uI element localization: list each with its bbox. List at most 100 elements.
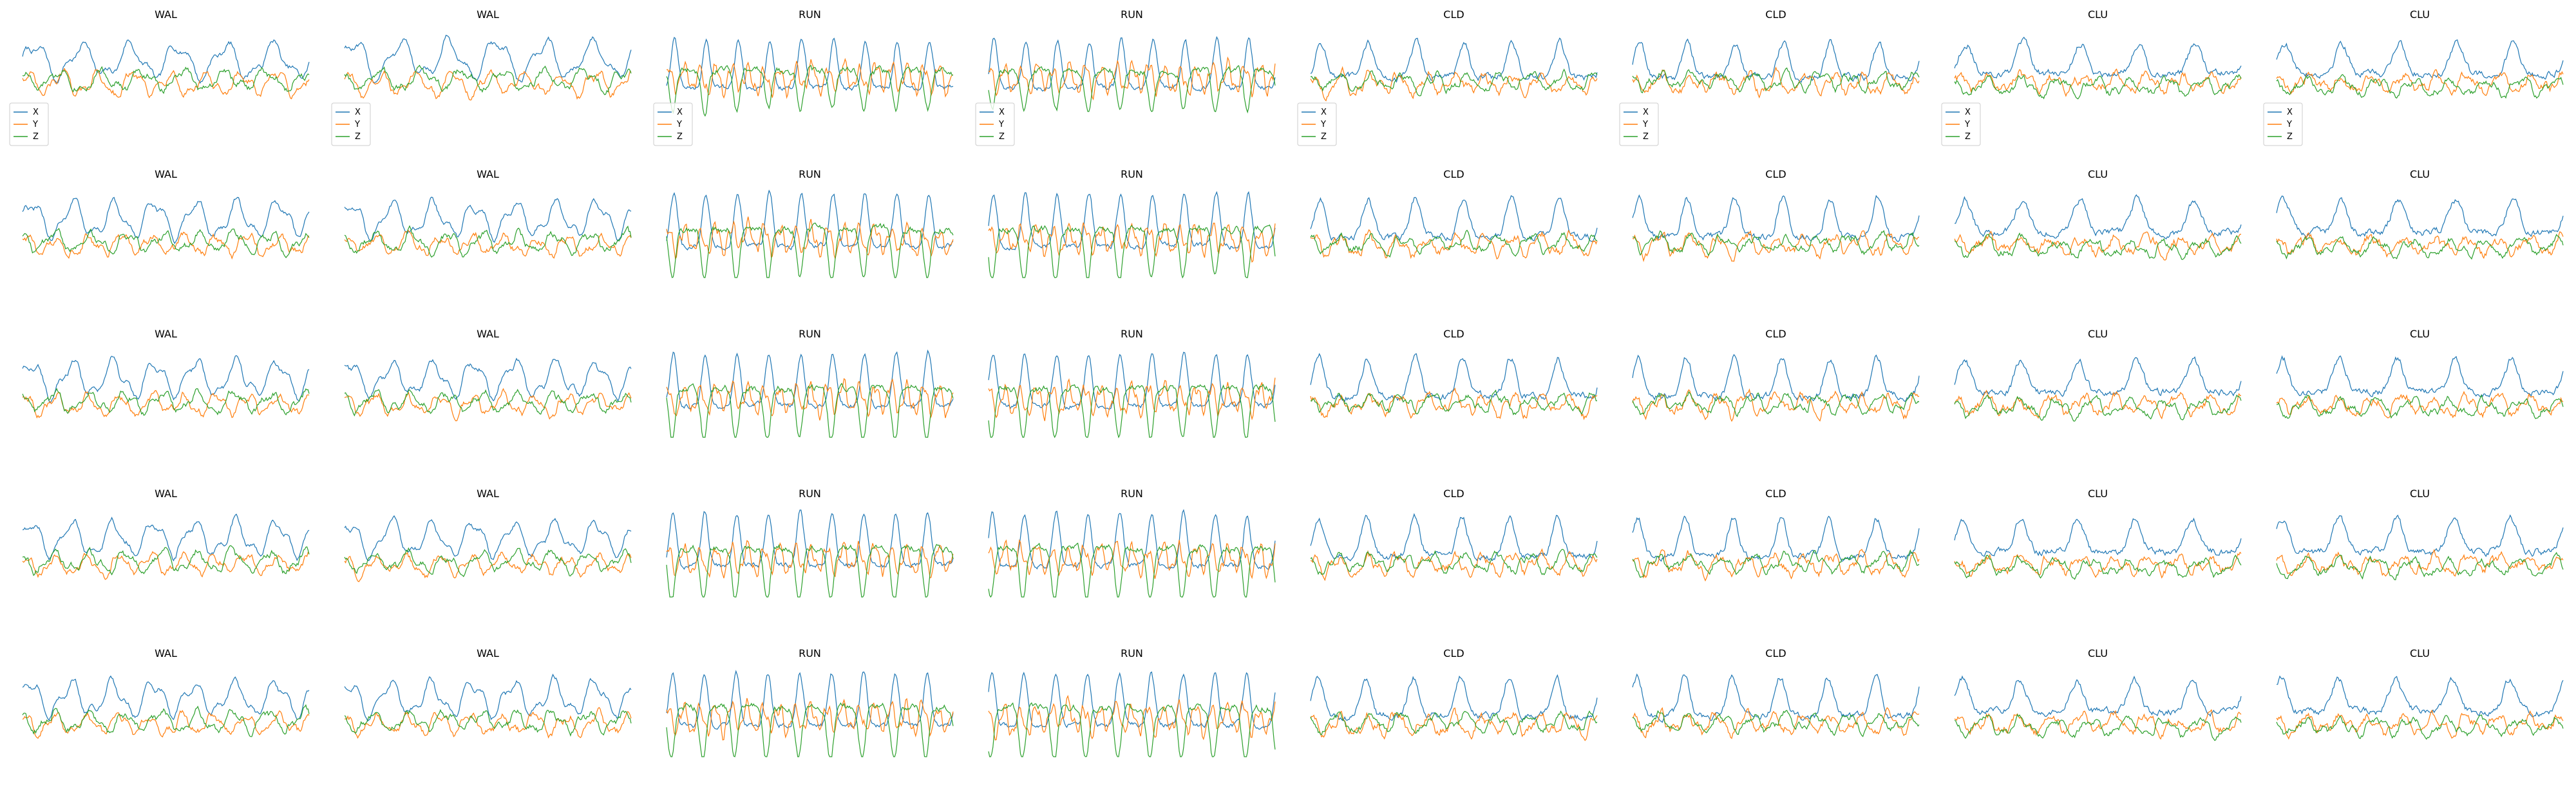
- legend-box: [1941, 102, 1981, 146]
- series-line-y: [344, 706, 632, 739]
- panel-0-6: CLU XYZ: [1941, 8, 2242, 146]
- panel-title: RUN: [1121, 328, 1143, 340]
- series-line-x: [1955, 194, 2242, 240]
- series-line-x: [1310, 194, 1598, 243]
- series-line-y: [1310, 548, 1598, 582]
- series-line-x: [22, 513, 310, 562]
- legend: XYZ: [331, 102, 371, 146]
- series-line-x: [2276, 195, 2564, 238]
- series-line-z: [988, 224, 1276, 279]
- series-line-y: [988, 56, 1276, 101]
- panel-1-5: CLD: [1632, 168, 1920, 263]
- legend-box: [1619, 102, 1659, 146]
- legend-label-x: X: [355, 108, 361, 117]
- series-line-x: [988, 671, 1276, 730]
- series-line-z: [666, 702, 954, 757]
- series-line-z: [1954, 714, 2242, 741]
- legend-label-y: Y: [1964, 120, 1970, 129]
- series-line-z: [666, 222, 954, 278]
- series-line-x: [666, 349, 954, 410]
- panel-title: WAL: [477, 168, 499, 180]
- series-line-z: [1310, 68, 1598, 97]
- series-line-y: [988, 377, 1276, 421]
- series-line-z: [22, 388, 310, 416]
- panel-0-4: CLD XYZ: [1297, 8, 1598, 146]
- series-line-z: [1954, 232, 2242, 260]
- series-line-z: [1310, 229, 1598, 258]
- series-line-z: [666, 544, 954, 598]
- series-line-z: [2276, 394, 2564, 419]
- series-line-y: [22, 710, 310, 739]
- series-line-z: [22, 66, 310, 95]
- panel-3-4: CLD: [1310, 488, 1598, 582]
- panel-title: RUN: [1121, 8, 1143, 21]
- series-line-y: [22, 68, 310, 100]
- series-line-y: [988, 539, 1276, 580]
- series-line-x: [1310, 513, 1598, 562]
- panel-title: CLD: [1443, 328, 1464, 340]
- legend: XYZ: [653, 102, 693, 146]
- series-line-x: [2276, 514, 2564, 558]
- series-line-x: [1954, 675, 2242, 717]
- legend-label-z: Z: [677, 132, 683, 142]
- series-line-z: [988, 542, 1276, 598]
- legend-label-z: Z: [1321, 132, 1327, 142]
- series-line-x: [1310, 674, 1598, 721]
- series-line-z: [2276, 234, 2564, 260]
- panel-2-1: WAL: [344, 328, 632, 422]
- panel-2-5: CLD: [1632, 328, 1920, 422]
- legend: XYZ: [2263, 102, 2303, 146]
- series-line-z: [2276, 714, 2564, 740]
- panel-title: CLD: [1765, 168, 1786, 180]
- panel-title: WAL: [155, 647, 177, 659]
- legend-label-x: X: [677, 108, 683, 117]
- legend-box: [975, 102, 1015, 146]
- panel-title: CLD: [1765, 647, 1786, 659]
- series-line-z: [1632, 549, 1920, 578]
- legend: XYZ: [1297, 102, 1337, 146]
- series-line-z: [22, 227, 310, 258]
- panel-title: CLD: [1765, 328, 1786, 340]
- series-line-y: [1632, 66, 1920, 99]
- legend-box: [653, 102, 693, 146]
- panel-title: WAL: [155, 8, 177, 21]
- panel-2-6: CLU: [1954, 328, 2242, 422]
- panel-title: CLD: [1765, 488, 1786, 500]
- panel-2-3: RUN: [988, 328, 1276, 439]
- legend-label-y: Y: [676, 120, 682, 129]
- panel-title: CLU: [2410, 488, 2430, 500]
- series-line-x: [344, 674, 632, 722]
- panel-1-6: CLU: [1954, 168, 2242, 261]
- series-line-x: [22, 196, 310, 244]
- series-line-y: [1632, 388, 1920, 422]
- panel-4-0: WAL: [22, 647, 310, 739]
- legend-label-z: Z: [999, 132, 1005, 142]
- series-line-x: [344, 357, 632, 402]
- series-line-y: [1310, 229, 1598, 260]
- series-line-y: [1310, 387, 1598, 421]
- series-line-z: [988, 383, 1276, 439]
- panel-title: WAL: [477, 328, 499, 340]
- legend-box: [331, 102, 371, 146]
- series-line-x: [2276, 39, 2564, 80]
- legend-label-x: X: [1643, 108, 1649, 117]
- series-line-z: [1632, 710, 1920, 737]
- panel-title: RUN: [1121, 647, 1143, 659]
- series-line-z: [988, 702, 1276, 757]
- series-line-y: [2276, 709, 2564, 740]
- series-line-y: [344, 388, 632, 422]
- series-line-z: [22, 545, 310, 576]
- panel-title: WAL: [477, 488, 499, 500]
- legend-box: [1297, 102, 1337, 146]
- series-line-y: [988, 222, 1276, 263]
- series-line-y: [1632, 230, 1920, 263]
- panel-title: RUN: [1121, 168, 1143, 180]
- panel-title: CLU: [2088, 168, 2108, 180]
- series-line-y: [344, 69, 632, 101]
- panel-3-6: CLU: [1954, 488, 2242, 580]
- legend-label-x: X: [2287, 108, 2293, 117]
- panel-title: CLU: [2410, 647, 2430, 659]
- series-line-y: [666, 57, 954, 99]
- legend-label-y: Y: [1320, 120, 1326, 129]
- panel-4-7: CLU: [2276, 647, 2564, 740]
